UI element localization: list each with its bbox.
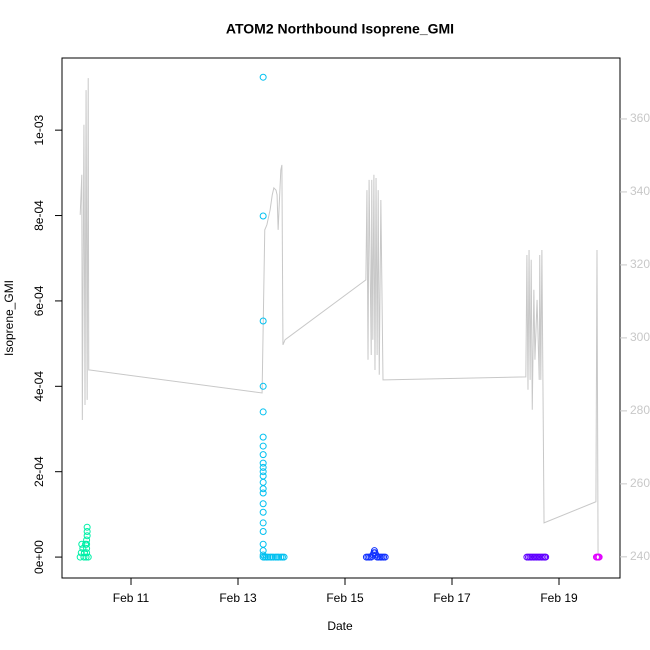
data-point [259,212,267,220]
data-point [280,553,288,561]
y-tick-label: 1e-03 [32,114,46,145]
data-point [259,73,267,81]
y2-tick-label: 340 [630,184,650,198]
data-point [259,382,267,390]
x-tick-label: Feb 13 [219,591,257,605]
y-tick-label: 2e-04 [32,456,46,487]
data-point [259,468,267,476]
y2-tick-label: 240 [630,549,650,563]
data-point [259,408,267,416]
data-point [259,519,267,527]
y-tick-label: 6e-04 [32,285,46,316]
data-point [83,527,91,535]
data-point [259,317,267,325]
data-point [269,553,277,561]
y2-tick-label: 360 [630,111,650,125]
data-point [83,540,91,548]
data-point [83,545,91,553]
y-tick-label: 8e-04 [32,200,46,231]
data-point [259,489,267,497]
y2-tick-label: 280 [630,403,650,417]
y-tick-label: 0e+00 [32,540,46,574]
data-point [78,540,86,548]
data-point [264,553,272,561]
y2-tick-label: 260 [630,476,650,490]
data-point [83,523,91,531]
y-tick-label: 4e-04 [32,371,46,402]
data-point [259,508,267,516]
y2-tick-label: 320 [630,257,650,271]
chart-title: ATOM2 Northbound Isoprene_GMI [226,21,454,37]
x-tick-label: Feb 11 [113,591,150,605]
y-axis-label: Isoprene_GMI [2,280,16,356]
data-point [259,433,267,441]
data-point [542,553,550,561]
x-axis-label: Date [327,619,353,633]
y2-tick-label: 300 [630,330,650,344]
data-point [83,532,91,540]
data-point [259,459,267,467]
x-tick-label: Feb 15 [326,591,364,605]
data-point [259,478,267,486]
data-point [259,485,267,493]
data-point [259,451,267,459]
data-point [259,472,267,480]
plot-frame [61,57,621,579]
x-tick-label: Feb 19 [540,591,578,605]
data-point [80,549,88,557]
data-point [259,463,267,471]
data-point [82,553,90,561]
x-tick-label: Feb 17 [433,591,471,605]
data-point [259,540,267,548]
data-point [83,536,91,544]
data-point [259,527,267,535]
data-point [83,549,91,557]
data-point [381,553,389,561]
data-point [259,442,267,450]
data-point [84,553,92,561]
data-point [275,553,283,561]
data-point [595,553,603,561]
data-line [79,78,599,556]
data-point [259,500,267,508]
